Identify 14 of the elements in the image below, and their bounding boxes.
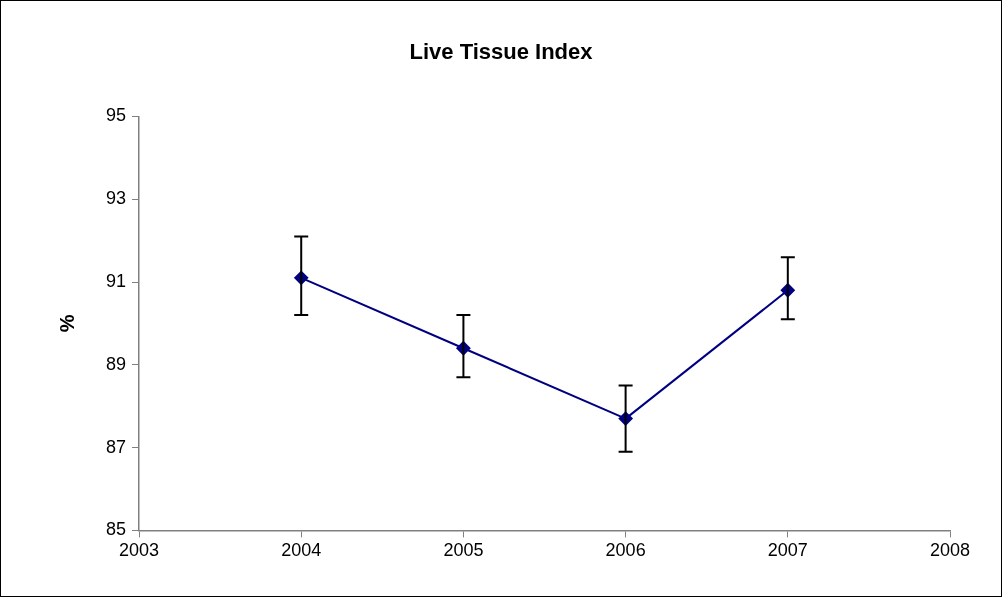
x-tick-label: 2006 (605, 540, 646, 561)
chart-title: Live Tissue Index (409, 39, 594, 65)
y-tick-label: 89 (105, 353, 127, 374)
x-tick-label: 2003 (119, 540, 160, 561)
y-tick-label: 93 (105, 188, 127, 209)
y-axis-title: % (55, 314, 78, 333)
y-tick-label: 95 (105, 105, 127, 126)
x-tick-label: 2004 (281, 540, 322, 561)
x-tick-label: 2007 (767, 540, 808, 561)
x-tick-label: 2005 (443, 540, 484, 561)
x-tick-label: 2008 (929, 540, 971, 561)
y-tick-label: 87 (105, 436, 127, 457)
y-tick-label: 85 (105, 519, 127, 540)
y-tick-label: 91 (105, 270, 127, 291)
